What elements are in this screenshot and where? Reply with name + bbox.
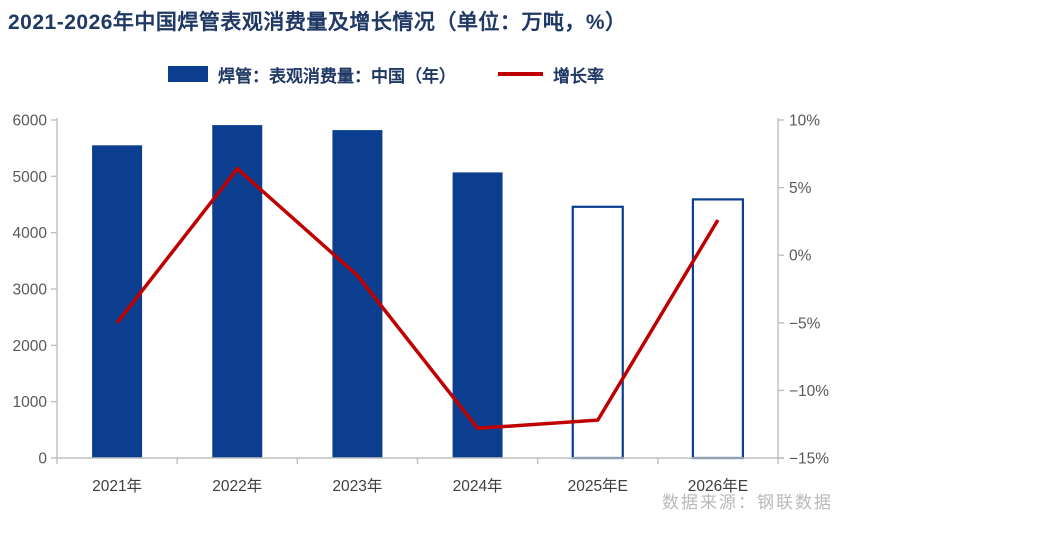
right-axis-tick-label: 0% <box>789 248 812 265</box>
right-axis-tick-label: 5% <box>789 180 812 197</box>
x-axis-label-2024年: 2024年 <box>453 477 503 495</box>
left-axis-tick-label: 6000 <box>13 113 48 130</box>
x-axis-label-2025年E: 2025年E <box>568 477 628 495</box>
right-axis-tick-label: 10% <box>789 113 820 130</box>
left-axis-tick-label: 2000 <box>13 338 48 355</box>
right-axis-tick-label: −5% <box>789 315 821 332</box>
right-axis-tick-label: −10% <box>789 383 829 400</box>
x-axis-label-2026年E: 2026年E <box>688 477 748 495</box>
left-axis-tick-label: 3000 <box>13 282 48 299</box>
left-axis-tick-label: 1000 <box>13 394 48 411</box>
x-axis-label-2021年: 2021年 <box>92 477 142 495</box>
legend-bar-label: 焊管：表观消费量：中国（年） <box>218 66 456 86</box>
right-axis-tick-label: −15% <box>789 451 829 468</box>
bar-2022年 <box>212 125 263 458</box>
legend: 焊管：表观消费量：中国（年） 增长率 <box>168 62 604 86</box>
bar-2026年E <box>691 198 745 460</box>
legend-bar-swatch <box>168 66 208 82</box>
legend-line-label: 增长率 <box>553 66 604 86</box>
left-axis-tick-label: 0 <box>38 451 47 468</box>
source-note: 数据来源：钢联数据 <box>662 493 833 512</box>
bar-2024年 <box>452 172 503 458</box>
bar-2023年 <box>332 130 383 458</box>
growth-rate-line <box>115 166 720 431</box>
left-axis-tick-label: 5000 <box>13 169 48 186</box>
left-axis-tick-label: 4000 <box>13 225 48 242</box>
legend-line-swatch <box>498 72 543 76</box>
bar-2025年E <box>571 205 624 460</box>
x-axis-label-2022年: 2022年 <box>212 477 262 495</box>
x-axis-label-2023年: 2023年 <box>332 477 382 495</box>
page-title: 2021-2026年中国焊管表观消费量及增长情况（单位：万吨，%） <box>8 11 627 34</box>
